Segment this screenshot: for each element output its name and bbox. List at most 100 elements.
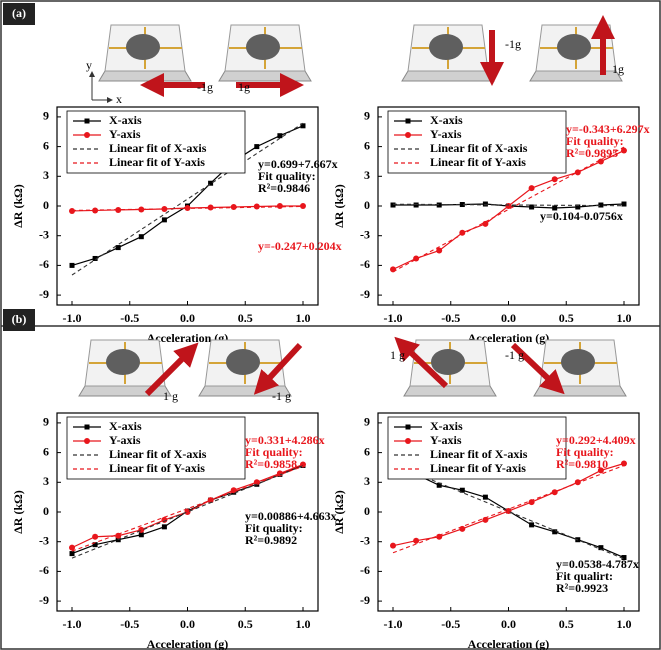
data-point bbox=[436, 202, 442, 208]
data-point bbox=[459, 202, 465, 208]
y-axis-label: ΔR (kΩ) bbox=[11, 184, 25, 227]
illustration-label: -1g bbox=[197, 80, 213, 94]
legend-label: Linear fit of X-axis bbox=[109, 447, 207, 461]
x-tick-label: 0.5 bbox=[559, 617, 574, 631]
panel-label-bg bbox=[3, 3, 35, 25]
y-tick-label: 0 bbox=[43, 198, 49, 212]
fit-annotation: y=0.699+7.667x bbox=[258, 157, 338, 171]
data-point bbox=[528, 499, 535, 506]
data-point bbox=[208, 180, 214, 186]
data-point bbox=[254, 144, 260, 150]
x-tick-label: 0.5 bbox=[559, 311, 574, 325]
fit-annotation: Fit quality: bbox=[258, 169, 316, 183]
data-point bbox=[276, 203, 283, 209]
legend-label: Linear fit of Y-axis bbox=[109, 155, 205, 169]
y-tick-label: 9 bbox=[364, 109, 370, 123]
y-tick-label: -6 bbox=[360, 257, 370, 271]
y-tick-label: -9 bbox=[39, 287, 49, 301]
fit-annotation: y=0.00886+4.663x bbox=[245, 509, 337, 523]
data-point bbox=[300, 123, 306, 129]
data-point bbox=[92, 542, 98, 548]
legend-label: X-axis bbox=[109, 113, 142, 127]
data-point bbox=[620, 460, 627, 467]
y-tick-label: 9 bbox=[364, 415, 370, 429]
illustration-label: 1g bbox=[612, 62, 624, 76]
illustration-label: -1 g bbox=[272, 389, 291, 403]
data-point bbox=[598, 545, 604, 551]
data-point bbox=[69, 544, 76, 551]
data-point bbox=[413, 537, 420, 544]
mass-blob bbox=[106, 349, 140, 375]
force-arrow bbox=[394, 336, 449, 389]
legend-marker bbox=[405, 132, 411, 138]
legend-label: X-axis bbox=[430, 419, 463, 433]
illustration-label: x bbox=[116, 92, 122, 106]
fit-annotation: R²=0.9846 bbox=[258, 181, 310, 195]
fit-annotation: R²=0.9895 bbox=[566, 146, 618, 160]
x-axis-label: Acceleration (g) bbox=[468, 637, 550, 650]
x-tick-label: 1.0 bbox=[616, 311, 631, 325]
x-axis-label: Acceleration (g) bbox=[147, 637, 229, 650]
data-point bbox=[253, 203, 260, 210]
legend-label: Linear fit of Y-axis bbox=[430, 155, 526, 169]
y-tick-label: -3 bbox=[360, 227, 370, 241]
legend-marker bbox=[84, 132, 90, 138]
x-tick-label: -1.0 bbox=[384, 311, 403, 325]
data-point bbox=[482, 201, 488, 207]
data-point bbox=[529, 522, 535, 528]
data-point bbox=[138, 206, 145, 213]
device-base bbox=[218, 70, 312, 82]
force-arrow bbox=[510, 342, 565, 395]
fit-annotation: Fit quality: bbox=[556, 445, 614, 459]
device-base bbox=[529, 70, 623, 82]
data-point bbox=[92, 533, 99, 540]
fit-annotation: R²=0.9923 bbox=[556, 581, 608, 595]
legend-label: Linear fit of X-axis bbox=[430, 447, 528, 461]
x-tick-label: -1.0 bbox=[63, 617, 82, 631]
x-axis-label: Acceleration (g) bbox=[468, 331, 550, 345]
y-tick-label: 3 bbox=[364, 168, 370, 182]
fit-line bbox=[393, 203, 624, 207]
y-tick-label: 3 bbox=[364, 474, 370, 488]
data-point bbox=[161, 524, 167, 530]
mass-blob bbox=[246, 34, 280, 60]
x-tick-label: 1.0 bbox=[616, 617, 631, 631]
legend-marker bbox=[405, 424, 411, 430]
y-tick-label: 6 bbox=[364, 444, 370, 458]
y-tick-label: -3 bbox=[39, 227, 49, 241]
legend-label: Y-axis bbox=[430, 433, 462, 447]
y-tick-label: -6 bbox=[39, 563, 49, 577]
y-tick-label: -3 bbox=[39, 533, 49, 547]
y-tick-label: -3 bbox=[360, 533, 370, 547]
fit-line bbox=[392, 146, 625, 273]
fit-annotation: y=0.104-0.0756x bbox=[540, 209, 623, 223]
mass-blob bbox=[429, 34, 463, 60]
y-tick-label: 3 bbox=[43, 474, 49, 488]
y-tick-label: 6 bbox=[43, 138, 49, 152]
y-tick-label: 0 bbox=[364, 198, 370, 212]
x-tick-label: -1.0 bbox=[63, 311, 82, 325]
fit-annotation: y=0.292+4.409x bbox=[556, 433, 636, 447]
data-point bbox=[115, 206, 122, 213]
data-point bbox=[459, 229, 466, 236]
x-tick-label: 1.0 bbox=[295, 617, 310, 631]
fit-annotation: y=-0.343+6.297x bbox=[566, 122, 650, 136]
y-tick-label: 6 bbox=[43, 444, 49, 458]
fit-annotation: R²=0.9892 bbox=[245, 533, 297, 547]
x-tick-label: 0.5 bbox=[238, 311, 253, 325]
data-point bbox=[390, 542, 397, 549]
data-point bbox=[230, 203, 237, 210]
fit-annotation: y=0.331+4.286x bbox=[245, 433, 325, 447]
fit-line bbox=[72, 205, 303, 212]
y-tick-label: -9 bbox=[360, 593, 370, 607]
data-point bbox=[575, 204, 581, 210]
mass-blob bbox=[431, 349, 465, 375]
x-tick-label: 0.0 bbox=[180, 311, 195, 325]
y-tick-label: -6 bbox=[360, 563, 370, 577]
device-base bbox=[98, 70, 192, 82]
data-point bbox=[459, 487, 465, 493]
data-point bbox=[69, 551, 75, 557]
data-point bbox=[620, 147, 627, 154]
